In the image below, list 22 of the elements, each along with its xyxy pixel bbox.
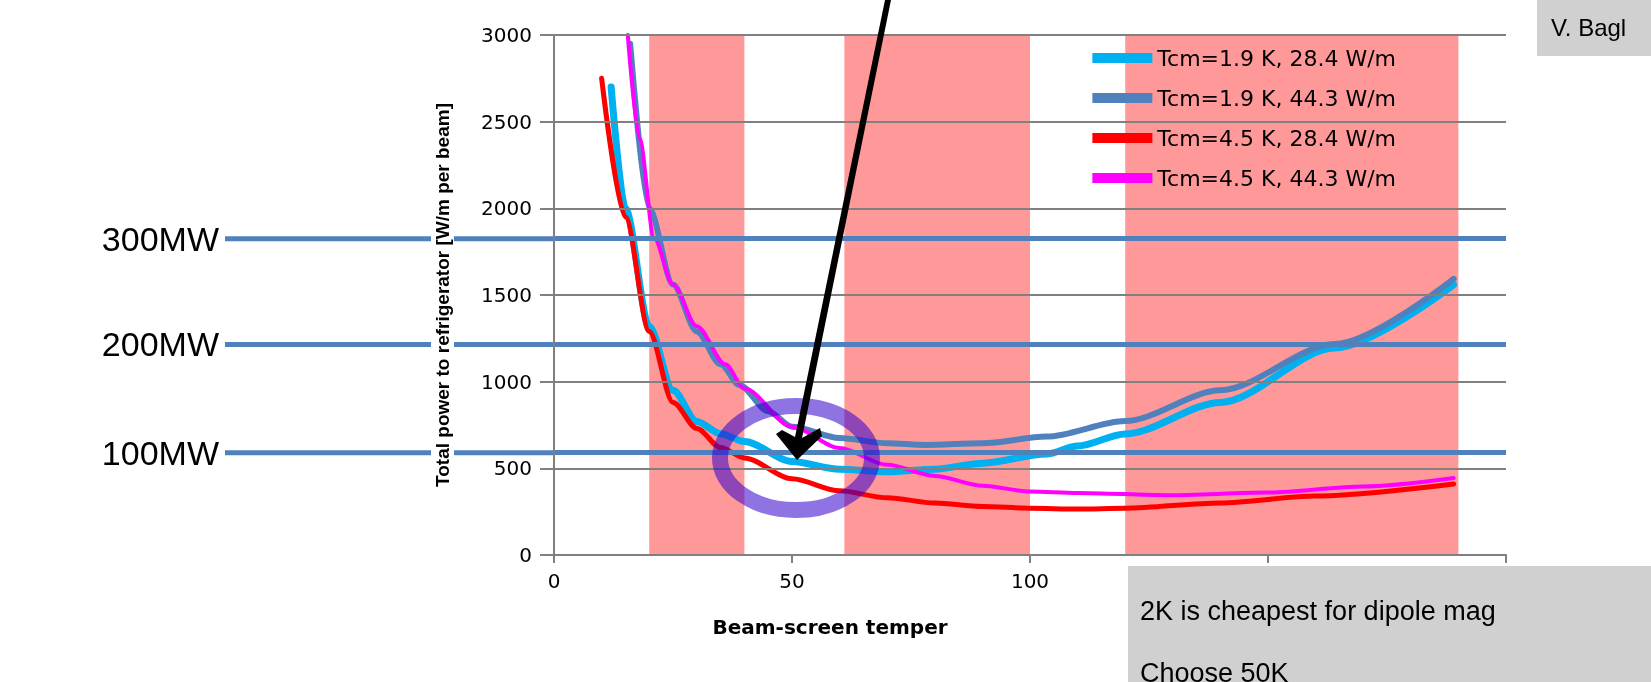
x-tick-label: 0 bbox=[547, 569, 561, 593]
y-tick-label: 0 bbox=[519, 543, 532, 567]
ref-line-label: 300MW bbox=[101, 219, 219, 258]
legend-label: Tcm=1.9 K, 28.4 W/m bbox=[1156, 45, 1397, 71]
text: 2K is cheapest for dipole mag bbox=[1140, 595, 1497, 628]
legend-label: Tcm=4.5 K, 44.3 W/m bbox=[1156, 165, 1397, 191]
y-axis-title: Total power to refrigerator [W/m per beam] bbox=[432, 103, 453, 487]
y-tick-label: 2500 bbox=[481, 109, 532, 134]
x-axis-title: Beam-screen temper bbox=[712, 615, 948, 639]
y-tick-label: 500 bbox=[493, 456, 532, 481]
x-tick-label: 100 bbox=[1010, 569, 1050, 593]
text: V. Bagl bbox=[1537, 0, 1651, 56]
y-tick-label: 3000 bbox=[481, 23, 532, 47]
text: Choose 50K bbox=[1140, 657, 1290, 682]
y-tick-label: 1000 bbox=[481, 369, 532, 394]
x-tick-label: 50 bbox=[779, 569, 805, 593]
legend-label: Tcm=1.9 K, 44.3 W/m bbox=[1156, 85, 1397, 111]
ref-line-label: 200MW bbox=[101, 325, 219, 364]
legend-label: Tcm=4.5 K, 28.4 W/m bbox=[1156, 125, 1397, 151]
y-tick-label: 2000 bbox=[481, 196, 532, 221]
ref-line-label: 100MW bbox=[101, 433, 219, 472]
y-tick-label: 1500 bbox=[481, 283, 532, 307]
